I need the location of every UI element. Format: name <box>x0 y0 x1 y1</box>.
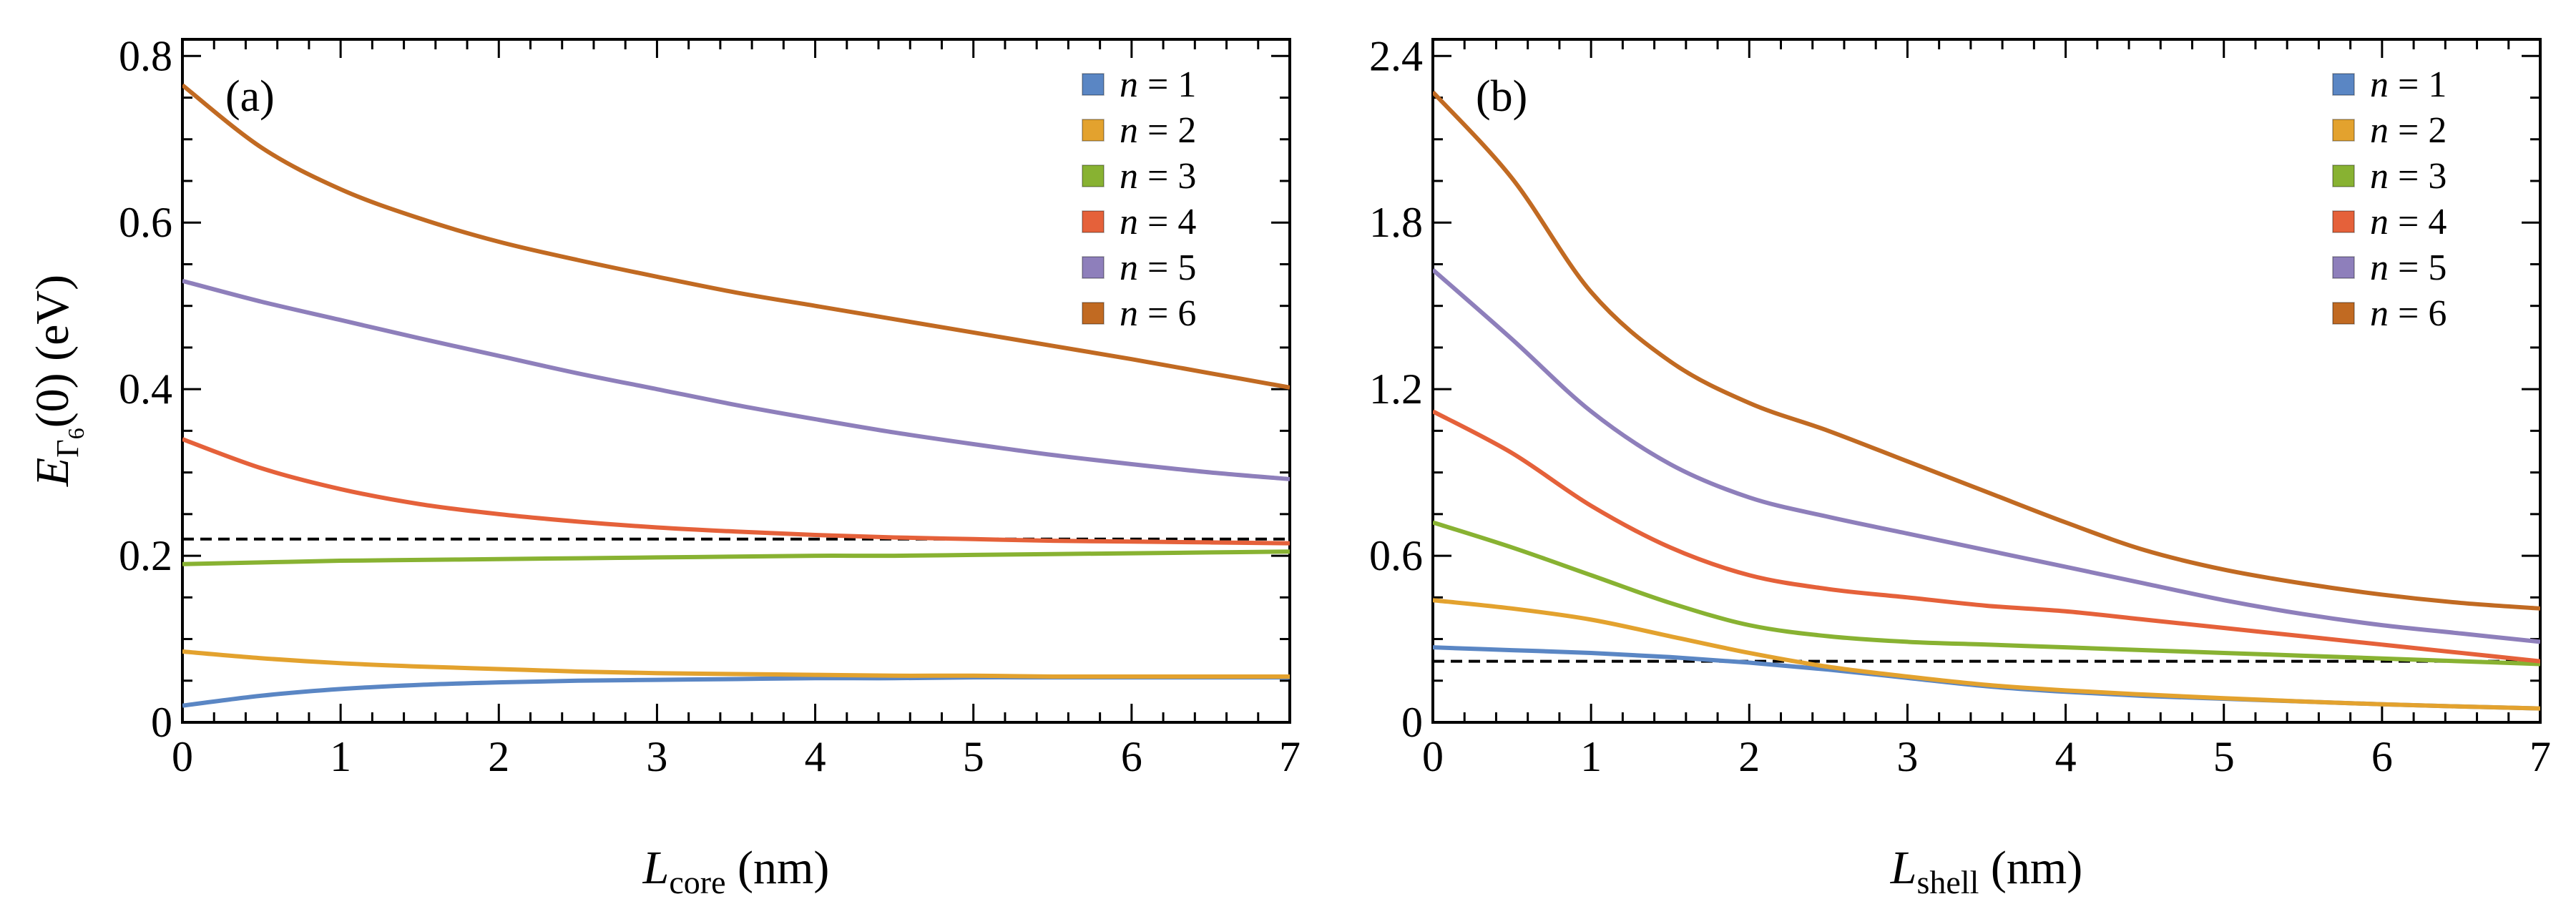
series-line-n6 <box>1433 90 2540 611</box>
y-tick-label: 0.6 <box>1369 532 1423 579</box>
y-tick-label: 1.2 <box>1369 365 1423 413</box>
panel-label: (a) <box>225 72 275 121</box>
y-tick-label: 1.8 <box>1369 199 1423 246</box>
series-line-n5 <box>1433 267 2540 644</box>
y-tick-label: 0 <box>1401 699 1423 746</box>
x-tick-label: 2 <box>1738 733 1760 780</box>
y-tick-label: 0.8 <box>119 32 172 79</box>
x-tick-label: 7 <box>2530 733 2551 780</box>
x-tick-label: 2 <box>488 733 509 780</box>
legend-swatch-n6 <box>1082 302 1105 325</box>
series-line-n2 <box>182 649 1290 679</box>
legend-swatch-n5 <box>2332 256 2355 279</box>
legend-swatch-n3 <box>2332 164 2355 187</box>
legend-label-n4: n = 4 <box>2370 202 2447 242</box>
legend-swatch-n4 <box>2332 210 2355 233</box>
panel-a: 0 1 2 3 4 5 6 7 0 0.2 0.4 0.6 0.8 (a) n = 1 n = 2 n = 3 n… <box>119 32 1301 900</box>
plot-frame <box>1431 38 2542 724</box>
legend-label-n6: n = 6 <box>1120 293 1196 334</box>
x-tick-label: 6 <box>1121 733 1142 780</box>
legend-swatch-n6 <box>2332 302 2355 325</box>
x-tick-label: 0 <box>172 733 193 780</box>
legend-swatch-n3 <box>1082 164 1105 187</box>
y-axis-label-text: EΓ6(0) (eV) <box>26 275 89 487</box>
legend-label-n1: n = 1 <box>1120 64 1196 105</box>
series-line-n1 <box>182 675 1290 708</box>
x-tick-label: 3 <box>646 733 667 780</box>
x-tick-label: 4 <box>805 733 826 780</box>
x-tick-label: 5 <box>2213 733 2235 780</box>
series-line-n3 <box>1433 520 2540 667</box>
legend-label-n4: n = 4 <box>1120 202 1196 242</box>
y-tick-label: 0.4 <box>119 365 172 413</box>
series-line-n2 <box>1433 598 2540 711</box>
y-tick-label: 0.2 <box>119 532 172 579</box>
plot-frame <box>181 38 1291 724</box>
x-tick-label: 6 <box>2371 733 2393 780</box>
legend-label-n1: n = 1 <box>2370 64 2447 105</box>
panel-label: (b) <box>1476 72 1527 121</box>
x-tick-label: 3 <box>1896 733 1918 780</box>
panel-b: 0 1 2 3 4 5 6 7 0 0.6 1.2 1.8 2.4 (b) n = 1 n = 2 n = 3 n… <box>1369 32 2551 900</box>
x-tick-label: 4 <box>2055 733 2077 780</box>
x-tick-label: 5 <box>963 733 984 780</box>
legend-swatch-n4 <box>1082 210 1105 233</box>
series-line-n4 <box>1433 409 2540 664</box>
series-line-n6 <box>182 83 1290 390</box>
legend-label-n5: n = 5 <box>1120 247 1196 288</box>
legend-swatch-n1 <box>2332 73 2355 96</box>
y-tick-label: 2.4 <box>1369 32 1423 79</box>
y-tick-label: 0 <box>151 699 172 746</box>
legend-label-n3: n = 3 <box>1120 156 1196 197</box>
y-tick-label: 0.6 <box>119 199 172 246</box>
legend-label-n3: n = 3 <box>2370 156 2447 197</box>
legend-label-n5: n = 5 <box>2370 247 2447 288</box>
series-line-n4 <box>182 437 1290 546</box>
legend-label-n2: n = 2 <box>1120 110 1196 151</box>
x-tick-label: 1 <box>1580 733 1602 780</box>
x-tick-label: 7 <box>1279 733 1301 780</box>
series-line-n3 <box>182 549 1290 566</box>
y-axis-label: EΓ6(0) (eV) <box>26 275 89 487</box>
legend-swatch-n2 <box>1082 119 1105 142</box>
x-axis-label: Lshell (nm) <box>1890 842 2082 900</box>
series-line-n5 <box>182 278 1290 481</box>
legend-label-n6: n = 6 <box>2370 293 2447 334</box>
x-axis-label: Lcore (nm) <box>642 842 830 900</box>
x-tick-label: 1 <box>330 733 351 780</box>
legend-label-n2: n = 2 <box>2370 110 2447 151</box>
legend-swatch-n5 <box>1082 256 1105 279</box>
legend-swatch-n1 <box>1082 73 1105 96</box>
legend-swatch-n2 <box>2332 119 2355 142</box>
x-tick-label: 0 <box>1422 733 1444 780</box>
